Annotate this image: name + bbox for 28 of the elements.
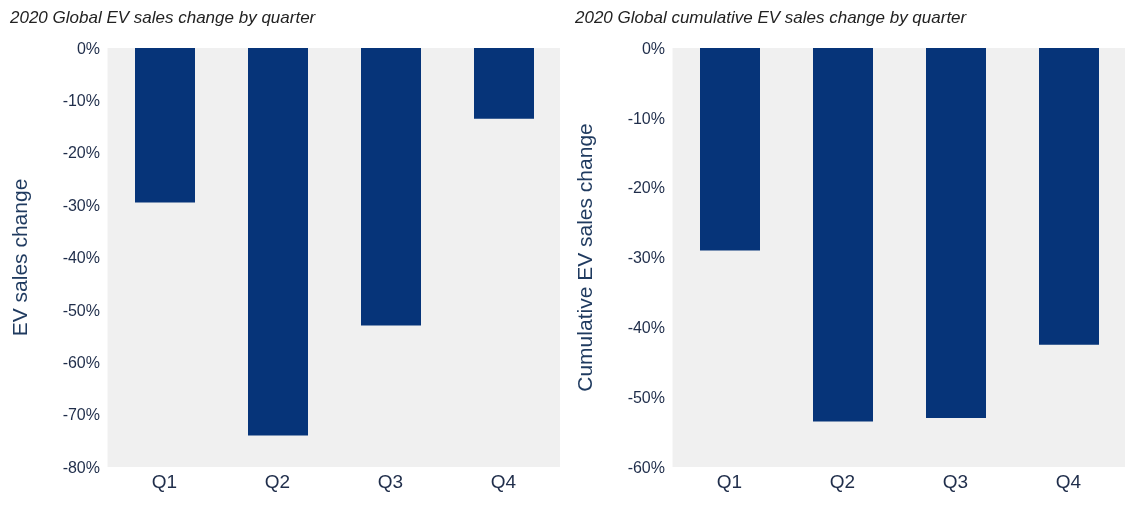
y-axis-title: EV sales change <box>8 178 32 337</box>
y-tick-label: -40% <box>627 319 665 337</box>
chart-title: 2020 Global EV sales change by quarter <box>9 8 317 29</box>
y-tick-label: -20% <box>627 179 665 197</box>
y-tick-label: 0% <box>641 39 665 57</box>
x-tick-label: Q3 <box>377 471 404 493</box>
x-tick-label: Q4 <box>490 471 517 493</box>
y-axis-title: Cumulative EV sales change <box>573 123 597 392</box>
x-tick-label: Q1 <box>151 471 178 493</box>
y-tick-label: -50% <box>62 301 100 319</box>
y-tick-label: 0% <box>76 39 100 57</box>
y-tick-label: -50% <box>627 388 665 406</box>
y-tick-label: -30% <box>62 196 100 214</box>
y-tick-label: -20% <box>62 144 100 162</box>
x-tick-label: Q3 <box>942 471 969 493</box>
y-tick-label: -40% <box>62 249 100 267</box>
y-tick-label: -10% <box>627 109 665 127</box>
y-tick-label: -30% <box>627 249 665 267</box>
x-tick-label: Q2 <box>264 471 291 493</box>
y-tick-label: -10% <box>62 92 100 110</box>
x-tick-label: Q2 <box>829 471 856 493</box>
y-tick-label: -70% <box>62 406 100 424</box>
chart-title: 2020 Global cumulative EV sales change by quarter <box>574 8 968 29</box>
x-tick-label: Q1 <box>716 471 743 493</box>
y-tick-label: -60% <box>62 353 100 371</box>
y-tick-label: -80% <box>62 458 100 476</box>
x-tick-label: Q4 <box>1055 471 1082 493</box>
y-tick-label: -60% <box>627 458 665 476</box>
